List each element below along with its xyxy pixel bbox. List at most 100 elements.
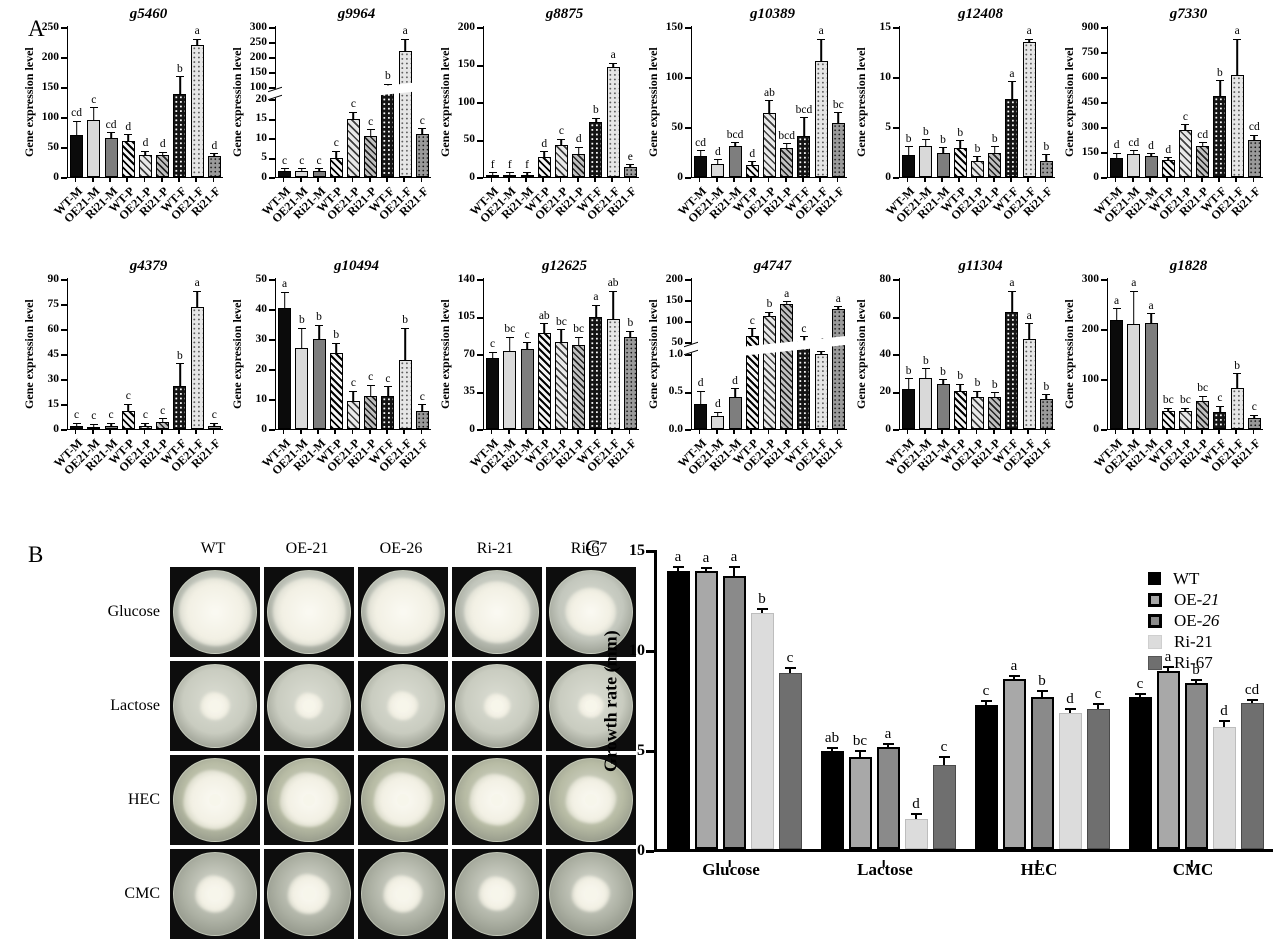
bar-group-OE21-F: a — [1021, 278, 1038, 429]
y-tick-mark — [269, 72, 275, 74]
x-tick-mark — [559, 178, 562, 182]
error-bar-stem — [421, 129, 424, 135]
bar-group-WT-P: b — [328, 278, 345, 429]
x-tick-mark — [559, 430, 562, 434]
x-tick-mark — [941, 430, 943, 434]
bar-OE-21 — [1002, 679, 1026, 849]
significance-letter: c — [368, 115, 374, 128]
y-tick-mark — [685, 391, 691, 394]
bar-Ri21-P — [364, 136, 378, 177]
error-bar-stem — [1069, 710, 1071, 713]
bar-Ri21-M — [728, 396, 742, 429]
plate-photo-CMC-Ri-67 — [546, 849, 636, 939]
bar-group-OE21-F: ab — [605, 277, 622, 429]
bar-OE21-P — [1178, 129, 1192, 177]
y-tick-label: 50 — [463, 133, 476, 145]
y-tick-mark — [1101, 279, 1107, 281]
panel-c-label: C — [585, 536, 601, 561]
bar-group-OE21-M: d — [709, 26, 726, 177]
bar-group-Ri21-P: bcd — [778, 26, 795, 177]
chart-body: Gene expression level 0 100 200 300 a a a bc bc bc… — [1062, 273, 1270, 434]
x-tick-mark — [802, 178, 804, 182]
x-axis-labels: WT-M OE21-M Ri21-M WT-P OE21-P Ri21-P WT-F OE21… — [51, 430, 223, 500]
x-tick-mark — [508, 430, 510, 434]
error-bar-stem — [717, 412, 719, 417]
y-tick-label: 10 — [255, 131, 268, 144]
error-bar-stem — [509, 337, 511, 351]
bar-group-OE21-M: c — [293, 26, 310, 177]
bar-Ri-67 — [1086, 709, 1110, 849]
error-bar — [315, 324, 324, 339]
x-tick-mark — [733, 430, 735, 434]
legend: WT OE-21 OE-26 Ri-21 Ri-67 — [1148, 568, 1219, 673]
error-bar-stem — [1045, 155, 1048, 161]
y-tick-mark — [685, 321, 691, 323]
significance-letter: a — [194, 277, 200, 289]
error-bar — [696, 150, 705, 156]
error-bar-stem — [785, 144, 788, 148]
bar-Ri21-F — [831, 123, 845, 177]
y-tick-mark — [685, 429, 691, 431]
chart-body: Gene expression level 0 50 100 150 cd d bcd d ab b… — [646, 21, 854, 182]
significance-letter: f — [490, 158, 495, 171]
significance-letter: b — [316, 311, 322, 323]
significance-letter: cd — [105, 118, 117, 131]
bar-column-WT: c — [974, 550, 998, 849]
error-bar — [834, 306, 843, 310]
bar-Ri21-P — [156, 421, 170, 429]
x-tick-mark — [1027, 430, 1029, 434]
chart-body: Gene expression level 0 5 10 15 20 100 150 200 25… — [230, 21, 438, 182]
error-bar — [488, 172, 497, 175]
significance-letter: b — [1192, 662, 1200, 678]
significance-letter: b — [1043, 140, 1050, 153]
bar-Ri21-P — [572, 153, 586, 177]
error-bar — [700, 567, 712, 571]
panel-b-plate-grid: WT OE-21 OE-26 Ri-21 Ri-67 Glucose Lactose HEC C… — [88, 540, 638, 941]
y-tick-label: 250 — [41, 20, 59, 33]
error-bar-stem — [1028, 39, 1030, 43]
y-tick-label: 20 — [879, 385, 892, 397]
bar-Ri21-F — [415, 134, 429, 177]
y-tick-label: 200 — [249, 50, 267, 63]
y-axis: 0 50 100 150 — [661, 21, 691, 182]
error-bar — [1112, 308, 1121, 320]
chart-body: Gene expression level 0 50 100 150 200 250 cd c c… — [22, 21, 230, 182]
significance-letter: d — [1165, 143, 1172, 156]
error-bar — [591, 117, 600, 122]
chart-title: g4747 — [753, 258, 792, 274]
y-tick-label: 50 — [255, 272, 268, 285]
bar-Ri21-F — [623, 167, 637, 177]
error-bar-stem — [318, 169, 320, 172]
error-bar-stem — [831, 749, 833, 751]
bar-OE21-M — [87, 120, 101, 177]
x-group-label-HEC: HEC — [1020, 860, 1058, 879]
x-tick-mark — [628, 430, 631, 434]
y-tick-mark — [269, 309, 275, 311]
bar-group-Ri21-P: d — [570, 26, 587, 177]
y-tick-label: 100 — [457, 95, 475, 108]
error-bar — [626, 164, 635, 168]
error-bar — [834, 112, 843, 123]
y-tick-label: 0 — [261, 422, 267, 435]
x-tick-mark — [143, 178, 146, 182]
error-bar — [626, 330, 635, 337]
y-tick-mark — [685, 279, 691, 281]
error-bar — [910, 813, 922, 819]
error-bar-stem — [993, 393, 996, 398]
y-tick-label: 100 — [249, 80, 267, 93]
x-tick-mark — [403, 178, 405, 182]
error-bar-stem — [925, 369, 927, 379]
error-bar — [1036, 690, 1048, 697]
bar-WT-M — [278, 307, 292, 429]
y-tick-label: 300 — [1081, 120, 1099, 133]
y-tick-mark — [269, 42, 275, 44]
bar-OE21-F — [398, 51, 412, 177]
error-bar-stem — [1236, 39, 1238, 76]
bar-group-WT-F: c — [795, 278, 812, 429]
significance-letter: bc — [832, 98, 844, 111]
bar-group-WT-M: a — [276, 278, 293, 429]
error-bar — [401, 327, 410, 360]
petri-dish — [173, 852, 257, 936]
significance-letter: ab — [607, 277, 619, 289]
y-tick-mark — [477, 139, 483, 142]
